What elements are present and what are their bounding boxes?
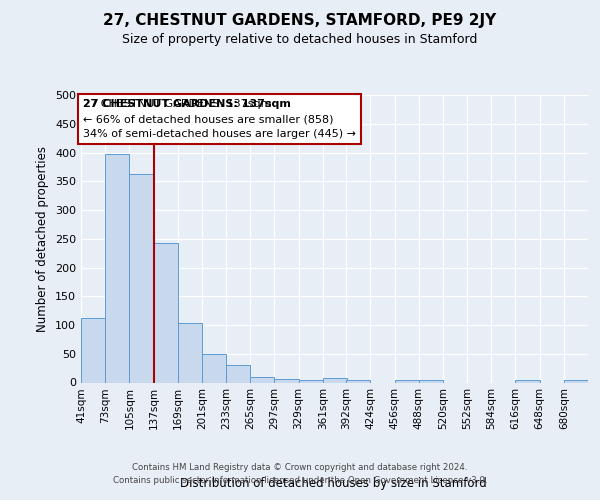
Text: 27, CHESTNUT GARDENS, STAMFORD, PE9 2JY: 27, CHESTNUT GARDENS, STAMFORD, PE9 2JY	[103, 12, 497, 28]
Bar	[202, 354, 226, 382]
Text: Distribution of detached houses by size in Stamford: Distribution of detached houses by size …	[179, 477, 487, 490]
Bar	[178, 322, 202, 382]
Bar	[105, 154, 130, 382]
Bar	[130, 174, 154, 382]
Bar	[154, 243, 178, 382]
Y-axis label: Number of detached properties: Number of detached properties	[37, 146, 49, 332]
Bar	[323, 378, 347, 382]
Bar	[226, 365, 250, 382]
Bar	[299, 380, 323, 382]
Text: Contains HM Land Registry data © Crown copyright and database right 2024.: Contains HM Land Registry data © Crown c…	[132, 464, 468, 472]
Bar	[250, 378, 274, 382]
Bar	[564, 380, 588, 382]
Bar	[395, 380, 419, 382]
Bar	[346, 380, 370, 382]
Bar	[515, 380, 539, 382]
Bar	[81, 318, 105, 382]
Text: 27 CHESTNUT GARDENS: 137sqm
← 66% of detached houses are smaller (858)
34% of se: 27 CHESTNUT GARDENS: 137sqm ← 66% of det…	[83, 99, 356, 140]
Text: 27 CHESTNUT GARDENS: 137sqm: 27 CHESTNUT GARDENS: 137sqm	[83, 99, 290, 109]
Bar	[419, 380, 443, 382]
Text: Size of property relative to detached houses in Stamford: Size of property relative to detached ho…	[122, 32, 478, 46]
Bar	[274, 379, 299, 382]
Text: Contains public sector information licensed under the Open Government Licence v3: Contains public sector information licen…	[113, 476, 487, 485]
